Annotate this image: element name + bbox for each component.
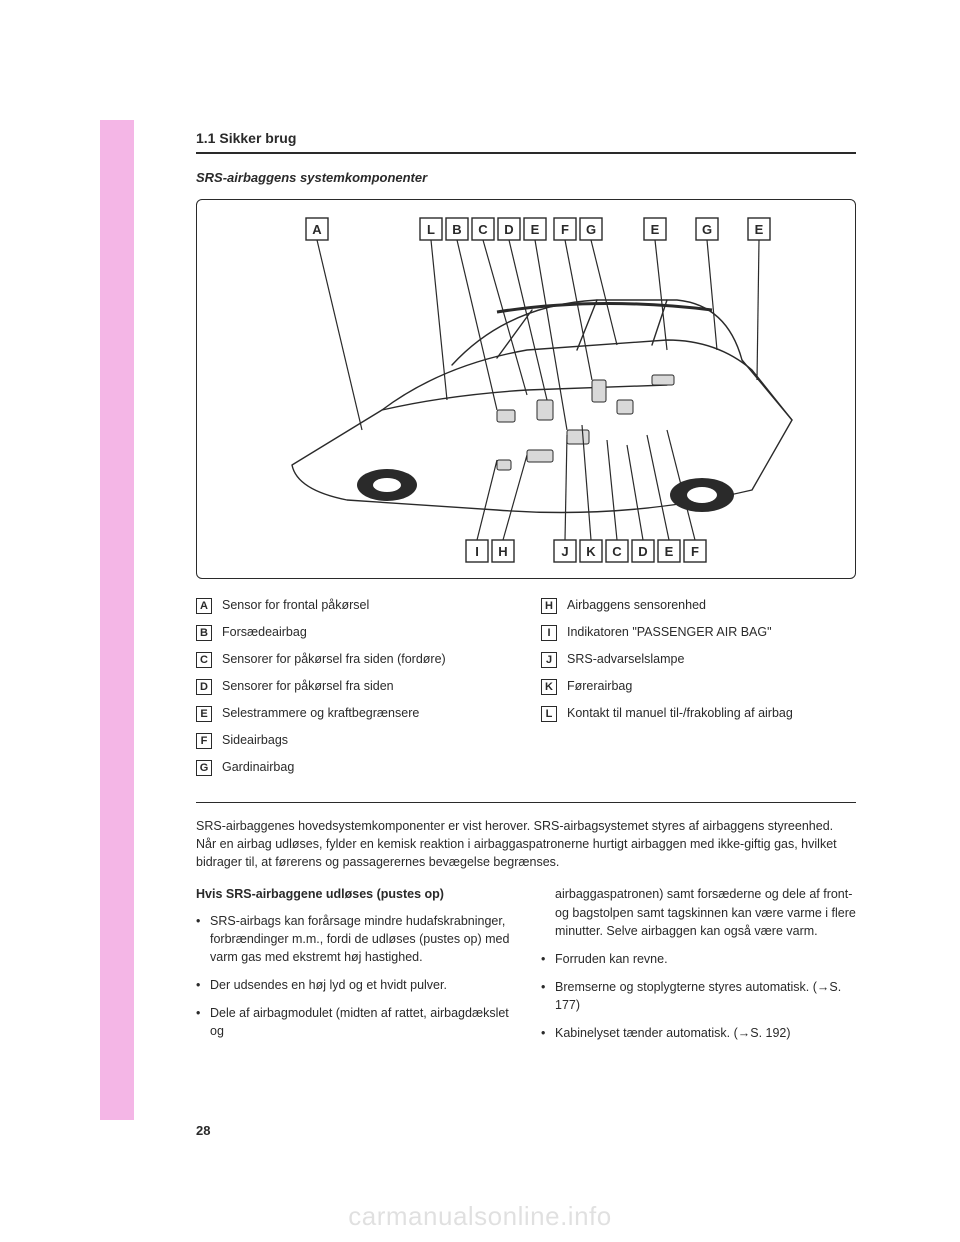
svg-text:I: I [475,544,479,559]
page-number: 28 [196,1123,210,1138]
legend-text: Sensor for frontal påkørsel [222,597,369,614]
svg-text:L: L [427,222,435,237]
legend-text: Sensorer for påkørsel fra siden (fordøre… [222,651,446,668]
legend-letter-box: F [196,733,212,749]
bullet-item: Kabinelyset tænder automatisk. (→S. 192) [541,1024,856,1042]
divider [196,802,856,803]
svg-text:C: C [478,222,488,237]
legend-text: Sensorer for påkørsel fra siden [222,678,394,695]
legend-text: Selestrammere og kraftbegrænsere [222,705,419,722]
svg-text:F: F [691,544,699,559]
svg-text:G: G [586,222,596,237]
legend-item: B Forsædeairbag [196,624,511,641]
svg-text:J: J [561,544,568,559]
svg-text:C: C [612,544,622,559]
airbag-diagram: A L B C D E F G E G E I H J K C D E F [197,200,857,580]
legend-item: E Selestrammere og kraftbegrænsere [196,705,511,722]
legend-text: Airbaggens sensorenhed [567,597,706,614]
bullet-item: Der udsendes en høj lyd og et hvidt pulv… [196,976,511,994]
legend-letter-box: G [196,760,212,776]
svg-text:G: G [702,222,712,237]
column-right-continuation: airbaggaspatronen) samt forsæderne og de… [541,885,856,939]
legend-item: K Førerairbag [541,678,856,695]
legend-item: D Sensorer for påkørsel fra siden [196,678,511,695]
bullet-item: Dele af airbagmodulet (midten af rattet,… [196,1004,511,1040]
column-right: airbaggaspatronen) samt forsæderne og de… [541,885,856,1052]
content-area: 1.1 Sikker brug SRS-airbaggens systemkom… [196,130,856,1052]
bullet-item: Forruden kan revne. [541,950,856,968]
legend: A Sensor for frontal påkørsel B Forsædeairb… [196,597,856,786]
legend-item: G Gardinairbag [196,759,511,776]
section-header: 1.1 Sikker brug [196,130,856,154]
svg-text:E: E [651,222,660,237]
legend-text: Indikatoren "PASSENGER AIR BAG" [567,624,772,641]
svg-text:B: B [452,222,461,237]
column-left-heading: Hvis SRS-airbaggene udløses (pustes op) [196,885,511,903]
legend-letter-box: H [541,598,557,614]
legend-column-left: A Sensor for frontal påkørsel B Forsædeairb… [196,597,511,786]
section-tab [100,120,134,1120]
svg-text:E: E [665,544,674,559]
svg-text:E: E [755,222,764,237]
two-column-body: Hvis SRS-airbaggene udløses (pustes op) … [196,885,856,1052]
legend-letter-box: A [196,598,212,614]
legend-text: Kontakt til manuel til-/frakobling af ai… [567,705,793,722]
svg-text:A: A [312,222,322,237]
svg-text:D: D [638,544,647,559]
legend-column-right: H Airbaggens sensorenhed I Indikatoren "PAS… [541,597,856,786]
legend-text: Førerairbag [567,678,632,695]
diagram-frame: A L B C D E F G E G E I H J K C D E F [196,199,856,579]
legend-text: Gardinairbag [222,759,294,776]
body-paragraph: SRS-airbaggenes hovedsystemkomponenter e… [196,817,856,871]
legend-letter-box: L [541,706,557,722]
svg-text:D: D [504,222,513,237]
left-bullet-list: SRS-airbags kan forårsage mindre hudafsk… [196,912,511,1041]
legend-letter-box: J [541,652,557,668]
legend-item: F Sideairbags [196,732,511,749]
subtitle: SRS-airbaggens systemkomponenter [196,170,856,185]
svg-text:E: E [531,222,540,237]
legend-text: Sideairbags [222,732,288,749]
bullet-item: Bremserne og stoplygterne styres automat… [541,978,856,1014]
right-bullet-list: Forruden kan revne. Bremserne og stoplygt… [541,950,856,1043]
legend-letter-box: I [541,625,557,641]
svg-text:H: H [498,544,507,559]
legend-letter-box: K [541,679,557,695]
legend-item: A Sensor for frontal påkørsel [196,597,511,614]
legend-letter-box: D [196,679,212,695]
legend-item: J SRS-advarselslampe [541,651,856,668]
legend-item: C Sensorer for påkørsel fra siden (fordør… [196,651,511,668]
legend-letter-box: C [196,652,212,668]
svg-text:F: F [561,222,569,237]
page: 1.1 Sikker brug SRS-airbaggens systemkom… [0,0,960,1242]
column-left: Hvis SRS-airbaggene udløses (pustes op) … [196,885,511,1052]
legend-text: SRS-advarselslampe [567,651,684,668]
legend-item: H Airbaggens sensorenhed [541,597,856,614]
svg-text:K: K [586,544,596,559]
legend-letter-box: E [196,706,212,722]
legend-item: L Kontakt til manuel til-/frakobling af a… [541,705,856,722]
legend-letter-box: B [196,625,212,641]
watermark: carmanualsonline.info [0,1201,960,1232]
legend-text: Forsædeairbag [222,624,307,641]
bullet-item: SRS-airbags kan forårsage mindre hudafsk… [196,912,511,966]
legend-item: I Indikatoren "PASSENGER AIR BAG" [541,624,856,641]
